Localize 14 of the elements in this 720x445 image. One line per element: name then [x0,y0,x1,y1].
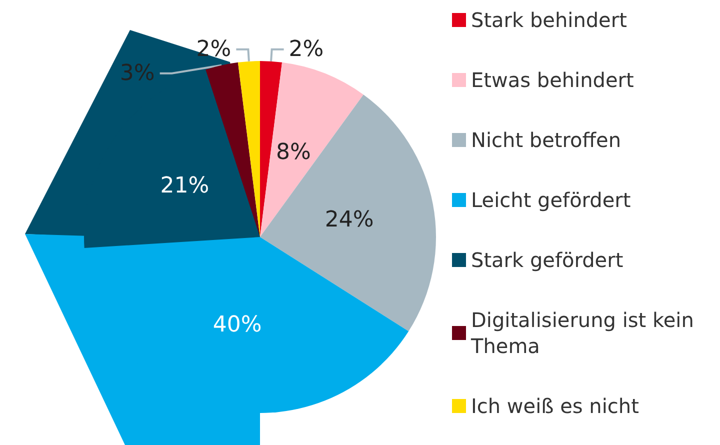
data-label: 2% [196,36,232,62]
data-label: 24% [324,207,374,232]
data-label: 40% [212,312,262,338]
legend-label: Stark behindert [471,8,628,32]
legend-label: Stark gefördert [471,248,624,272]
legend-label: Nicht betroffen [471,128,622,152]
legend-label: Etwas behindert [471,68,634,92]
data-label: 3% [120,60,155,86]
legend-label: Ich weiß es nicht [471,394,640,418]
legend-label: Leicht gefördert [471,188,631,212]
data-label: 8% [276,140,311,165]
legend-label: Digitalisierung ist kein Thema [470,308,700,358]
data-label: 2% [288,36,324,62]
data-label: 21% [160,173,210,198]
